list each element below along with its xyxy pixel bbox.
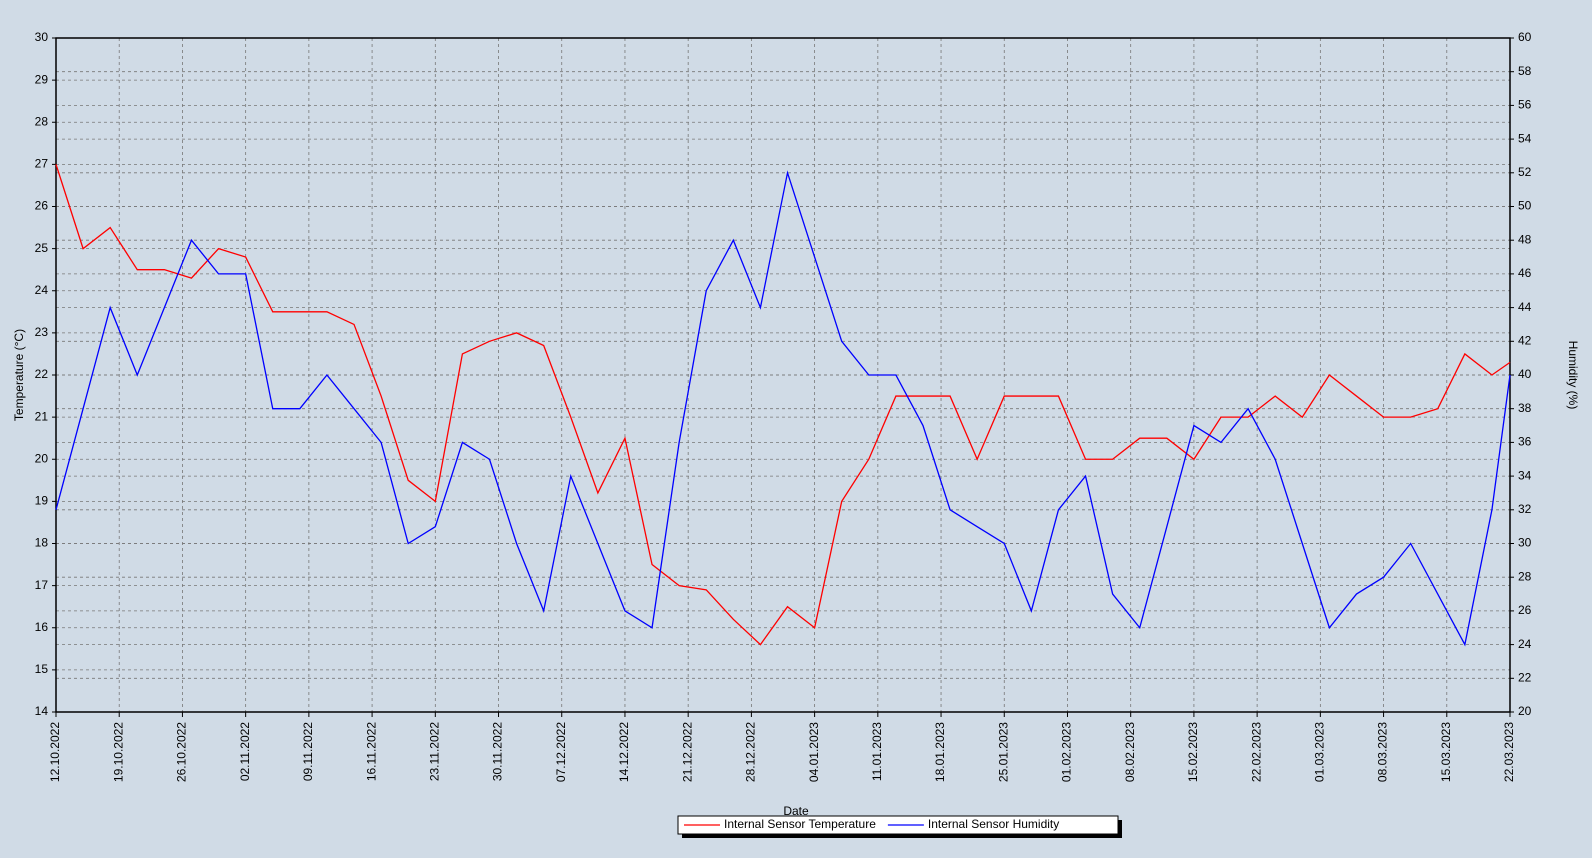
x-tick-label: 21.12.2022 — [680, 722, 694, 782]
y2-tick-label: 26 — [1518, 603, 1532, 617]
y2-tick-label: 50 — [1518, 199, 1532, 213]
y-tick-label: 30 — [35, 30, 49, 44]
y2-axis-title: Humidity (%) — [1566, 341, 1580, 410]
x-tick-label: 15.03.2023 — [1439, 722, 1453, 782]
series-line — [55, 164, 1511, 646]
y2-tick-label: 60 — [1518, 30, 1532, 44]
x-tick-label: 19.10.2022 — [111, 722, 125, 782]
x-tick-label: 01.02.2023 — [1060, 722, 1074, 782]
y-tick-label: 20 — [35, 451, 49, 465]
x-tick-label: 23.11.2022 — [427, 722, 441, 781]
x-tick-label: 30.11.2022 — [491, 722, 505, 781]
y2-tick-label: 22 — [1518, 670, 1532, 684]
y2-tick-label: 52 — [1518, 165, 1532, 179]
y-axis-title: Temperature (°C) — [12, 329, 26, 421]
y2-tick-label: 36 — [1518, 435, 1532, 449]
x-tick-label: 08.02.2023 — [1123, 722, 1137, 782]
y-tick-label: 27 — [35, 157, 49, 171]
x-tick-label: 16.11.2022 — [364, 722, 378, 781]
x-tick-label: 15.02.2023 — [1186, 722, 1200, 782]
x-tick-label: 22.03.2023 — [1502, 722, 1516, 782]
x-tick-label: 14.12.2022 — [617, 722, 631, 782]
x-tick-label: 04.01.2023 — [807, 722, 821, 782]
x-tick-label: 02.11.2022 — [238, 722, 252, 781]
x-tick-label: 18.01.2023 — [933, 722, 947, 782]
legend: Internal Sensor Temperature Internal Sens… — [677, 815, 1122, 838]
x-tick-label: 09.11.2022 — [301, 722, 315, 781]
y2-tick-label: 30 — [1518, 536, 1532, 550]
y2-tick-label: 42 — [1518, 333, 1532, 347]
series-line — [55, 170, 1511, 647]
y-tick-label: 18 — [35, 536, 49, 550]
x-tick-label: 22.02.2023 — [1249, 722, 1263, 782]
y-tick-label: 24 — [35, 283, 49, 297]
y2-tick-label: 38 — [1518, 401, 1532, 415]
y2-tick-label: 54 — [1518, 131, 1532, 145]
y-tick-label: 25 — [35, 241, 49, 255]
x-axis-title: Date — [783, 804, 809, 818]
y2-tick-label: 58 — [1518, 64, 1532, 78]
y2-tick-label: 34 — [1518, 468, 1532, 482]
y-tick-label: 21 — [35, 409, 49, 423]
x-tick-label: 01.03.2023 — [1313, 722, 1327, 782]
y-tick-label: 17 — [35, 578, 49, 592]
y-tick-label: 15 — [35, 662, 49, 676]
y-tick-label: 14 — [35, 704, 49, 718]
y-tick-label: 29 — [35, 72, 49, 86]
x-tick-label: 25.01.2023 — [996, 722, 1010, 782]
y2-tick-label: 56 — [1518, 98, 1532, 112]
y-tick-label: 16 — [35, 620, 49, 634]
y2-tick-label: 28 — [1518, 569, 1532, 583]
x-tick-label: 08.03.2023 — [1376, 722, 1390, 782]
legend-label: Internal Sensor Humidity — [928, 817, 1059, 831]
y-tick-label: 19 — [35, 494, 49, 508]
x-tick-label: 11.01.2023 — [870, 722, 884, 781]
y-tick-label: 23 — [35, 325, 49, 339]
x-tick-label: 07.12.2022 — [554, 722, 568, 782]
x-tick-label: 28.12.2022 — [744, 722, 758, 782]
x-tick-label: 26.10.2022 — [175, 722, 189, 782]
y2-tick-label: 20 — [1518, 704, 1532, 718]
y-tick-label: 28 — [35, 114, 49, 128]
y2-tick-label: 40 — [1518, 367, 1532, 381]
y-tick-label: 26 — [35, 199, 49, 213]
y2-tick-label: 44 — [1518, 300, 1532, 314]
x-tick-label: 12.10.2022 — [48, 722, 62, 782]
y2-tick-label: 24 — [1518, 637, 1532, 651]
y-tick-label: 22 — [35, 367, 49, 381]
y2-tick-label: 48 — [1518, 232, 1532, 246]
y2-tick-label: 32 — [1518, 502, 1532, 516]
legend-label: Internal Sensor Temperature — [724, 817, 876, 831]
y2-tick-label: 46 — [1518, 266, 1532, 280]
